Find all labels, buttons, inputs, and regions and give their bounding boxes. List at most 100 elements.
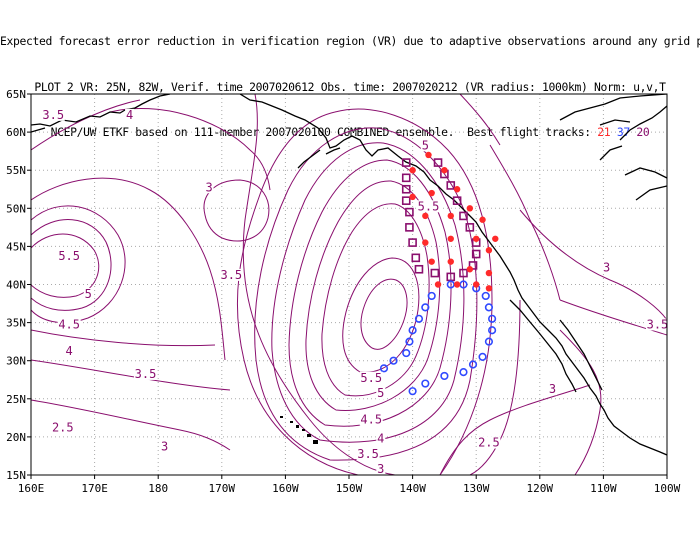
lon-tick-label: 160E	[18, 482, 45, 495]
track-37-marker	[408, 387, 417, 396]
track-37-marker	[478, 352, 487, 361]
track-37-marker	[440, 371, 449, 381]
track-37-marker	[421, 379, 430, 388]
track-21-marker	[447, 235, 454, 242]
lon-tick-label: 120W	[527, 482, 554, 495]
track-21-marker	[441, 167, 448, 174]
lon-tick-label: 110W	[590, 482, 617, 495]
contour-label: 5.5	[418, 199, 440, 213]
contour-label: 3	[161, 439, 168, 453]
track-37-marker	[484, 337, 494, 346]
flight-tracks	[379, 151, 499, 396]
lat-tick-label: 25N	[6, 393, 26, 406]
contour-label: 3.5	[357, 447, 379, 461]
track-20-marker	[471, 249, 481, 259]
contour-label-bg	[83, 287, 93, 300]
track-37-marker	[459, 368, 468, 377]
lat-tick-label: 45N	[6, 240, 26, 253]
contour-label: 2.5	[478, 436, 500, 450]
contour-label: 3.5	[135, 367, 157, 381]
contour-label-bg	[602, 261, 612, 274]
track-21-marker	[422, 212, 429, 220]
track-20-marker	[401, 173, 411, 183]
track-21-marker	[447, 212, 454, 220]
track-37-marker	[414, 314, 424, 323]
track-20-marker	[401, 196, 411, 205]
map-axes: 160E 170E 180 170W 160W 150W 140W 130W 120W 110W 1…	[6, 88, 680, 495]
title-line-1: Expected forecast error reduction in ver…	[0, 34, 700, 49]
track-37-marker	[481, 291, 490, 301]
contour-label-bg	[125, 108, 135, 121]
track-21-marker	[453, 186, 461, 193]
contour-label: 3	[205, 180, 212, 194]
track-20-marker	[465, 223, 475, 232]
lat-tick-label: 20N	[6, 431, 26, 444]
lat-tick-label: 30N	[6, 355, 26, 368]
track-20-marker	[459, 211, 468, 221]
track-37-marker	[488, 326, 497, 335]
contour-label-bg	[645, 318, 667, 331]
track-37-marker	[488, 314, 497, 323]
contour-label-bg	[41, 108, 65, 121]
contour-label: 3.5	[42, 108, 64, 122]
track-20-marker	[459, 268, 468, 278]
track-20-marker	[401, 184, 411, 194]
track-20-marker	[401, 158, 411, 167]
lat-tick-label: 40N	[6, 279, 26, 292]
track-21-marker	[428, 189, 435, 197]
contour-label: 5	[377, 386, 384, 400]
track-21-marker	[485, 285, 493, 292]
track-21-marker	[492, 235, 499, 242]
track-20-marker	[446, 272, 456, 282]
contour-label: 3.5	[647, 317, 669, 331]
track-37-marker	[421, 303, 430, 312]
track-37-marker	[427, 291, 436, 301]
chart-titles: Expected forecast error reduction in ver…	[0, 4, 700, 155]
contour-label: 4.5	[360, 413, 382, 427]
map-gridlines	[31, 94, 667, 475]
contour-label-bg	[548, 383, 558, 396]
contour-label-bg	[420, 139, 430, 152]
hawaiian-islands	[280, 416, 318, 444]
lat-tick-label: 15N	[6, 469, 26, 482]
contour-label-bg	[359, 371, 383, 384]
contour-label: 5.5	[360, 371, 382, 385]
track-37-marker	[389, 356, 398, 365]
contour-labels: 3.5 435.554.543.53.52.5355.55.554.543.532…	[41, 108, 669, 476]
lon-tick-label: 130W	[463, 482, 490, 495]
track-20-marker	[411, 253, 421, 263]
contour-label-bg	[51, 421, 75, 434]
contour-label: 3	[603, 260, 610, 274]
contour-label-bg	[356, 447, 380, 460]
coastlines	[31, 94, 667, 456]
title-line-2: PLOT 2 VR: 25N, 82W, Verif. time 2007020…	[34, 79, 666, 94]
contour-label-bg	[376, 386, 386, 399]
contour-label-bg	[417, 200, 440, 213]
track-20-marker	[452, 196, 462, 205]
contour-label: 3	[377, 462, 384, 476]
track-20-marker	[446, 181, 456, 190]
lon-tick-label: 140W	[399, 482, 426, 495]
track-37-marker	[405, 337, 414, 346]
track-21-marker	[447, 258, 454, 265]
track-37-marker	[484, 303, 494, 312]
contour-label-bg	[64, 345, 74, 358]
track-20-marker	[414, 264, 424, 274]
track-21-marker	[453, 281, 461, 288]
track-21-marker	[485, 247, 493, 254]
forecast-error-reduction-contours	[31, 94, 667, 475]
contour-label-bg	[204, 181, 214, 194]
lon-tick-label: 100W	[654, 482, 681, 495]
contour-label: 3	[549, 382, 556, 396]
contour-label-bg	[160, 440, 170, 453]
track-20-marker	[433, 158, 443, 167]
track-21-marker	[434, 281, 442, 288]
track-21-marker	[466, 205, 474, 212]
lon-tick-label: 160W	[272, 482, 299, 495]
track-21-marker	[428, 258, 435, 265]
track-21-marker	[479, 216, 486, 223]
lat-tick-label: 60N	[6, 126, 26, 139]
lon-tick-label: 150W	[336, 482, 363, 495]
lon-tick-label: 170W	[209, 482, 236, 495]
